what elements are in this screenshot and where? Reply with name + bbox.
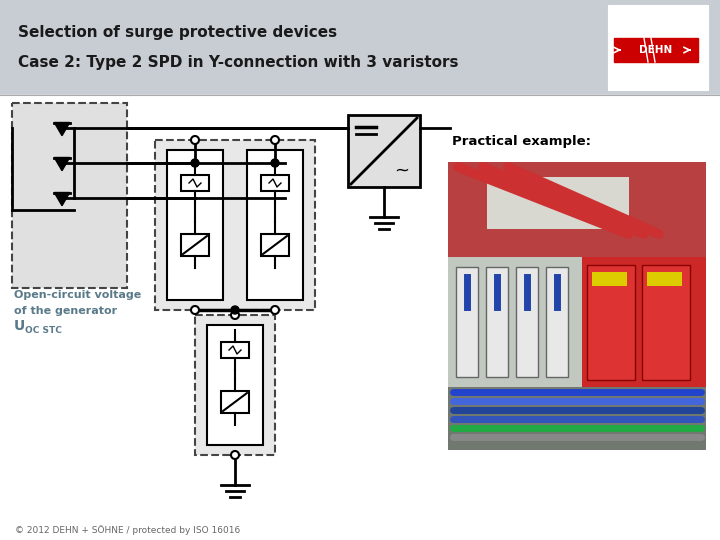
Bar [261, 234, 289, 256]
Bar [487, 177, 629, 229]
Bar [608, 5, 708, 90]
Bar [207, 325, 263, 445]
Bar [348, 115, 420, 187]
Bar [195, 315, 275, 455]
Text: of the generator: of the generator [14, 306, 117, 316]
Bar [588, 265, 635, 380]
Bar [0, 95, 720, 540]
Bar [448, 257, 582, 387]
Bar [12, 103, 127, 288]
Bar [456, 267, 478, 376]
Text: ~: ~ [395, 162, 410, 180]
Text: Open-circuit voltage: Open-circuit voltage [14, 290, 141, 300]
Polygon shape [54, 158, 70, 171]
Circle shape [271, 306, 279, 314]
Bar [0, 0, 720, 95]
Bar [486, 267, 508, 376]
Circle shape [271, 159, 279, 167]
Text: U: U [14, 319, 25, 333]
Circle shape [191, 306, 199, 314]
Circle shape [231, 311, 239, 319]
Polygon shape [54, 123, 70, 136]
Text: DEHN: DEHN [639, 45, 672, 55]
Bar [546, 267, 568, 376]
Circle shape [231, 451, 239, 459]
Bar [155, 140, 315, 310]
Bar [448, 162, 706, 257]
Text: Case 2: Type 2 SPD in Y-connection with 3 varistors: Case 2: Type 2 SPD in Y-connection with … [18, 56, 459, 71]
Bar [642, 265, 690, 380]
Bar [448, 162, 706, 450]
Bar [247, 150, 303, 300]
Bar [261, 175, 289, 191]
Bar [448, 387, 706, 450]
Bar [167, 150, 223, 300]
Bar [647, 272, 683, 286]
Text: © 2012 DEHN + SÖHNE / protected by ISO 16016: © 2012 DEHN + SÖHNE / protected by ISO 1… [15, 525, 240, 535]
Polygon shape [614, 38, 698, 62]
Circle shape [271, 136, 279, 144]
Bar [181, 175, 209, 191]
Bar [221, 391, 249, 413]
Bar [181, 234, 209, 256]
Circle shape [191, 136, 199, 144]
Bar [593, 272, 627, 286]
Circle shape [191, 159, 199, 167]
Polygon shape [54, 192, 70, 206]
Bar [221, 342, 249, 358]
Circle shape [231, 306, 239, 314]
Bar [516, 267, 538, 376]
Text: Practical example:: Practical example: [452, 135, 591, 148]
Text: Selection of surge protective devices: Selection of surge protective devices [18, 25, 337, 40]
Bar [582, 257, 706, 387]
Text: OC STC: OC STC [25, 326, 62, 335]
